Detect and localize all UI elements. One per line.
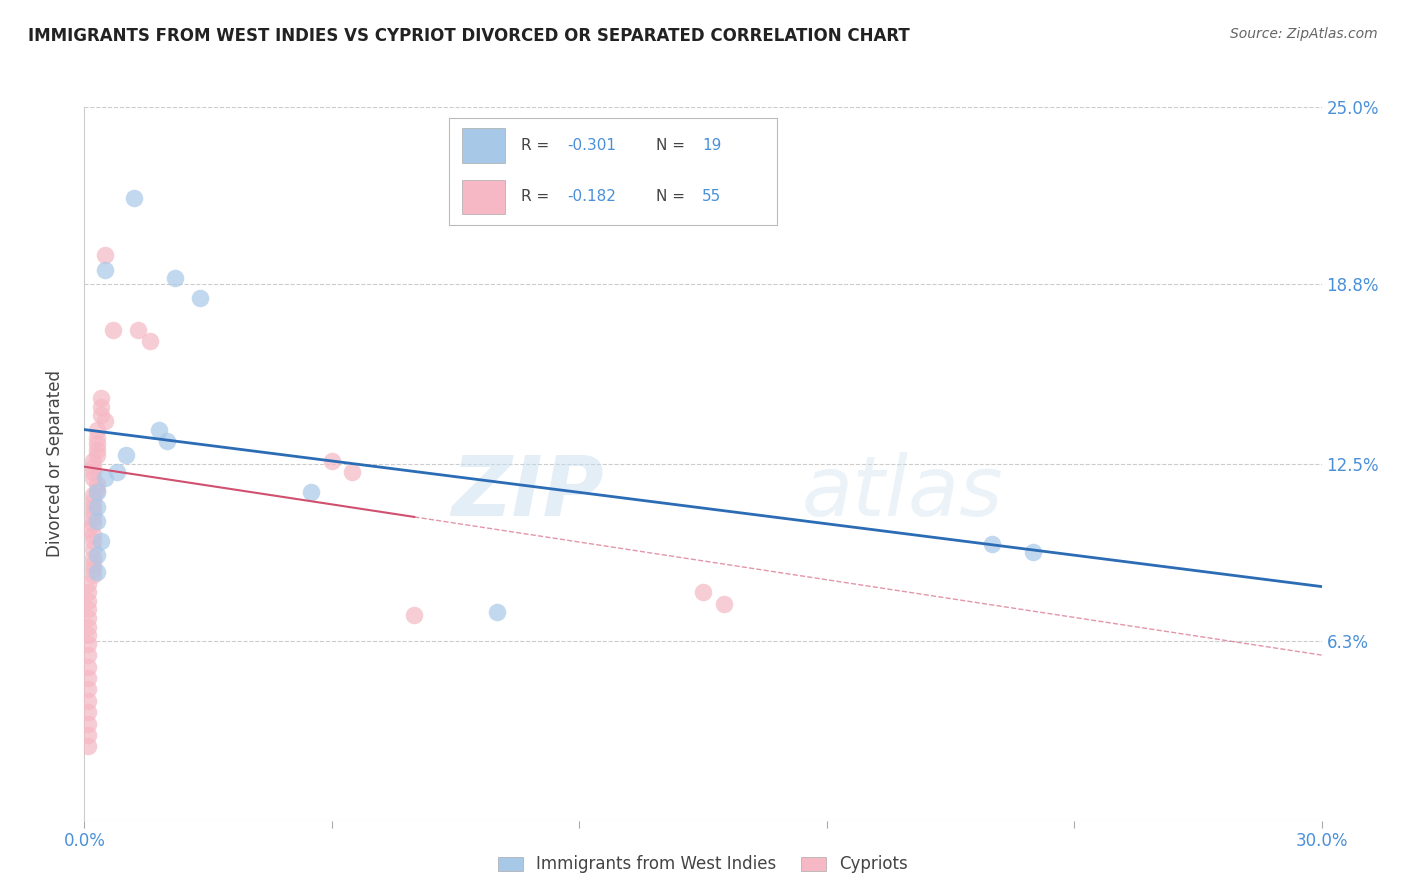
Point xyxy=(77,576,100,591)
Point xyxy=(122,191,145,205)
Point xyxy=(86,485,108,500)
Text: IMMIGRANTS FROM WEST INDIES VS CYPRIOT DIVORCED OR SEPARATED CORRELATION CHART: IMMIGRANTS FROM WEST INDIES VS CYPRIOT D… xyxy=(28,27,910,45)
Point xyxy=(86,437,108,451)
Point xyxy=(77,682,100,697)
Point xyxy=(77,619,100,633)
Point xyxy=(713,597,735,611)
Point xyxy=(90,533,112,548)
Point xyxy=(77,659,100,673)
Point xyxy=(82,505,104,519)
Point xyxy=(82,562,104,576)
Point xyxy=(82,488,104,502)
Point xyxy=(82,551,104,566)
Point xyxy=(82,528,104,542)
Point xyxy=(105,466,128,480)
Point xyxy=(86,566,108,580)
Point xyxy=(77,594,100,608)
Point xyxy=(77,523,100,537)
Point xyxy=(86,423,108,437)
Point xyxy=(103,323,125,337)
Point xyxy=(82,533,104,548)
Point xyxy=(188,291,211,305)
Text: ZIP: ZIP xyxy=(451,452,605,533)
Point xyxy=(94,248,117,262)
Point xyxy=(139,334,162,348)
Point xyxy=(94,262,117,277)
Point xyxy=(77,637,100,651)
Point xyxy=(404,608,426,623)
Point xyxy=(90,409,112,423)
Point xyxy=(77,716,100,731)
Point xyxy=(148,423,170,437)
Point xyxy=(77,611,100,625)
Point xyxy=(114,448,136,462)
Y-axis label: Divorced or Separated: Divorced or Separated xyxy=(45,370,63,558)
Point xyxy=(86,483,108,497)
Point xyxy=(90,391,112,405)
Point xyxy=(82,466,104,480)
Point xyxy=(342,466,364,480)
Point xyxy=(86,431,108,445)
Point xyxy=(77,585,100,599)
Point xyxy=(86,442,108,457)
Point xyxy=(82,494,104,508)
Point xyxy=(692,585,714,599)
Point xyxy=(321,454,343,468)
Point xyxy=(77,739,100,754)
Point xyxy=(77,602,100,616)
Point xyxy=(77,648,100,662)
Text: atlas: atlas xyxy=(801,452,1004,533)
Point xyxy=(82,557,104,571)
Point xyxy=(980,537,1002,551)
Point xyxy=(156,434,179,448)
Point xyxy=(82,568,104,582)
Point xyxy=(127,323,149,337)
Point xyxy=(165,271,187,285)
Point xyxy=(77,628,100,642)
Point xyxy=(94,471,117,485)
Point xyxy=(77,705,100,719)
Point xyxy=(82,471,104,485)
Point xyxy=(1022,545,1045,559)
Point xyxy=(77,728,100,742)
Point xyxy=(77,694,100,708)
Point xyxy=(82,516,104,531)
Point xyxy=(82,454,104,468)
Point xyxy=(485,605,508,619)
Point xyxy=(82,511,104,525)
Point xyxy=(86,548,108,562)
Point xyxy=(77,671,100,685)
Point xyxy=(82,459,104,474)
Legend: Immigrants from West Indies, Cypriots: Immigrants from West Indies, Cypriots xyxy=(491,849,915,880)
Point xyxy=(90,400,112,414)
Text: Source: ZipAtlas.com: Source: ZipAtlas.com xyxy=(1230,27,1378,41)
Point xyxy=(299,485,322,500)
Point xyxy=(86,448,108,462)
Point xyxy=(86,514,108,528)
Point xyxy=(86,500,108,514)
Point xyxy=(86,476,108,491)
Point xyxy=(82,500,104,514)
Point xyxy=(82,542,104,557)
Point xyxy=(94,414,117,428)
